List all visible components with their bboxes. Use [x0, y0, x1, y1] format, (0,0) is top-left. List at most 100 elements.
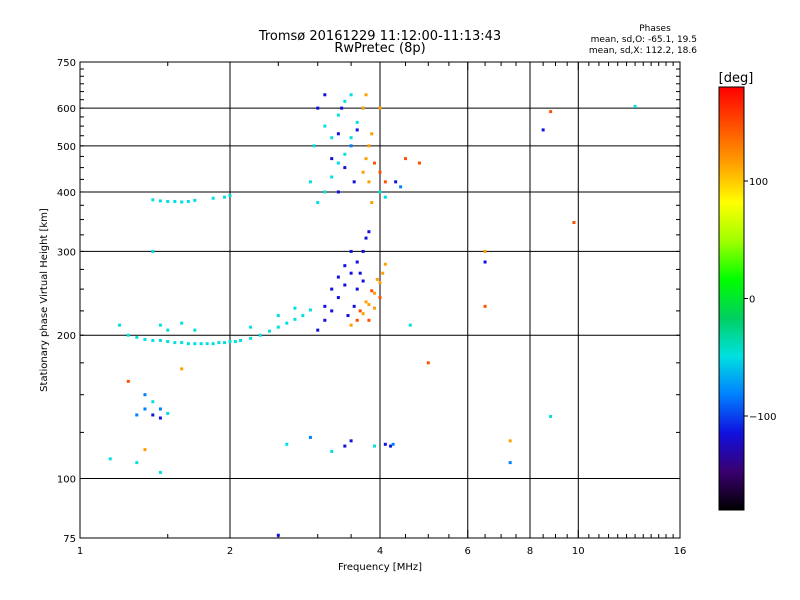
- data-point: [336, 190, 340, 194]
- data-point: [349, 144, 353, 148]
- data-point: [223, 195, 227, 199]
- data-point: [166, 199, 170, 203]
- data-point: [349, 136, 353, 140]
- data-point: [373, 444, 377, 448]
- data-point: [383, 195, 387, 199]
- data-point: [367, 180, 371, 184]
- x-axis-label: Frequency [MHz]: [338, 562, 422, 573]
- data-point: [285, 321, 289, 325]
- data-point: [293, 306, 297, 310]
- data-point: [349, 93, 353, 97]
- x-tick-label: 4: [377, 546, 383, 557]
- y-axis-label: Stationary phase Virtual Height [km]: [39, 208, 50, 392]
- data-point: [355, 318, 359, 322]
- data-point: [143, 407, 147, 411]
- data-point: [239, 338, 243, 342]
- y-tick-label: 750: [57, 58, 76, 69]
- data-point: [361, 312, 365, 316]
- y-tick-label: 600: [57, 104, 76, 115]
- data-point: [267, 329, 271, 333]
- data-point: [330, 136, 334, 140]
- phases-title: Phases: [639, 24, 671, 34]
- data-point: [316, 328, 320, 332]
- data-point: [483, 260, 487, 264]
- data-point: [352, 180, 356, 184]
- colorbar-gradient: [718, 86, 745, 511]
- data-point: [211, 342, 215, 346]
- data-point: [330, 157, 334, 161]
- data-point: [223, 341, 227, 345]
- data-point: [343, 99, 347, 103]
- data-point: [367, 318, 371, 322]
- colorbar-tick-label: −100: [749, 412, 776, 423]
- data-point: [293, 317, 297, 321]
- data-point: [135, 413, 139, 417]
- data-point: [323, 304, 327, 308]
- data-point: [378, 170, 382, 174]
- data-point: [336, 275, 340, 279]
- data-point: [151, 413, 155, 417]
- x-tick-label: 1: [77, 546, 83, 557]
- data-point: [323, 190, 327, 194]
- data-point: [340, 106, 344, 110]
- data-point: [336, 161, 340, 165]
- data-point: [193, 342, 197, 346]
- colorbar-label: [deg]: [719, 71, 754, 86]
- y-tick-label: 400: [57, 188, 76, 199]
- data-point: [158, 199, 162, 203]
- data-point: [126, 333, 130, 337]
- data-point: [211, 196, 215, 200]
- data-point: [336, 113, 340, 117]
- data-point: [330, 449, 334, 453]
- data-point: [346, 314, 350, 318]
- data-point: [316, 106, 320, 110]
- data-point: [166, 340, 170, 344]
- data-point: [166, 411, 170, 415]
- data-point: [117, 323, 121, 327]
- y-tick-label: 75: [63, 534, 76, 545]
- data-point: [158, 338, 162, 342]
- data-point: [367, 144, 371, 148]
- data-point: [633, 104, 637, 108]
- data-point: [173, 341, 177, 345]
- data-point: [343, 166, 347, 170]
- data-point: [508, 439, 512, 443]
- data-point: [143, 337, 147, 341]
- y-tick-label: 300: [57, 247, 76, 258]
- plot-area: 1 2 4 6 8 10 16 75 100 200 300 400 500 600 750: [57, 58, 686, 557]
- data-point: [323, 124, 327, 128]
- data-point: [361, 249, 365, 253]
- data-point: [151, 249, 155, 253]
- data-point: [228, 340, 232, 344]
- data-point: [378, 281, 382, 285]
- data-point: [483, 249, 487, 253]
- data-point: [217, 341, 221, 345]
- data-point: [308, 308, 312, 312]
- data-point: [143, 393, 147, 397]
- data-point: [336, 296, 340, 300]
- data-point: [249, 336, 253, 340]
- data-point: [180, 341, 184, 345]
- data-point: [417, 161, 421, 165]
- colorbar-tick-label: 100: [749, 177, 768, 188]
- data-point: [308, 180, 312, 184]
- data-point: [549, 110, 553, 114]
- data-point: [126, 379, 130, 383]
- data-point: [228, 194, 232, 198]
- data-point: [364, 300, 368, 304]
- data-point: [403, 157, 407, 161]
- x-tick-label: 10: [572, 546, 585, 557]
- data-point: [343, 283, 347, 287]
- data-point: [166, 328, 170, 332]
- x-tick-label: 8: [527, 546, 533, 557]
- data-point: [135, 461, 139, 465]
- data-point: [373, 161, 377, 165]
- data-point: [316, 201, 320, 205]
- data-point: [158, 323, 162, 327]
- data-point: [158, 407, 162, 411]
- data-point: [352, 304, 356, 308]
- data-point: [323, 93, 327, 97]
- data-point: [373, 291, 377, 295]
- data-point: [370, 201, 374, 205]
